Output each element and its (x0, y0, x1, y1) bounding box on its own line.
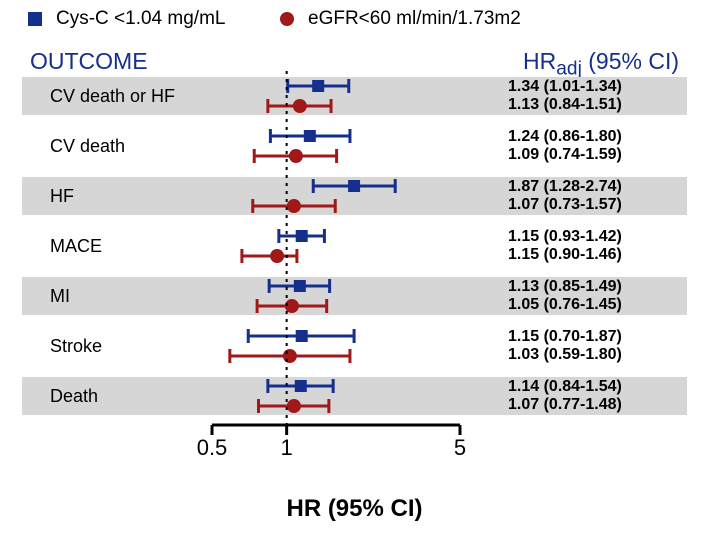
plot-svg (0, 0, 709, 536)
tick-label: 0.5 (182, 435, 242, 461)
tick-label: 1 (257, 435, 317, 461)
forest-plot-figure: Cys-C <1.04 mg/mL eGFR<60 ml/min/1.73m2 … (0, 0, 709, 536)
tick-label: 5 (430, 435, 490, 461)
axis-title: HR (95% CI) (0, 495, 709, 523)
